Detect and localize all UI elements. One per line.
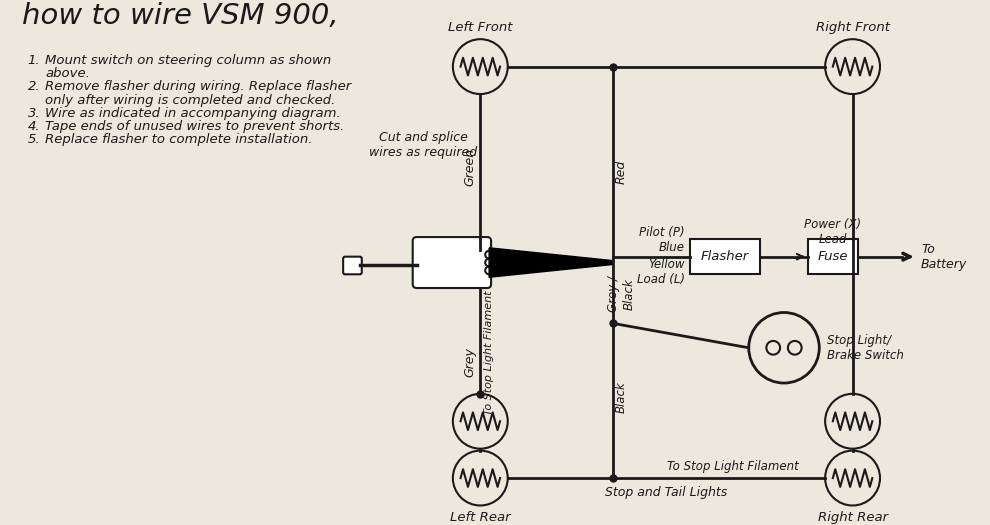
Text: Replace flasher to complete installation.: Replace flasher to complete installation… [46, 133, 313, 146]
Text: Power (X)
Lead: Power (X) Lead [805, 218, 861, 246]
Text: Right Rear: Right Rear [818, 511, 888, 524]
Text: Remove flasher during wiring. Replace flasher: Remove flasher during wiring. Replace fl… [46, 80, 351, 93]
Text: Right Front: Right Front [816, 22, 890, 34]
Bar [808, 239, 858, 274]
Text: To Stop Light Filament: To Stop Light Filament [484, 290, 494, 415]
Text: Red: Red [615, 159, 628, 184]
Text: Black: Black [615, 381, 628, 413]
Text: Left Front: Left Front [448, 22, 513, 34]
Bar [690, 239, 760, 274]
Text: To
Battery: To Battery [921, 243, 967, 271]
Text: Left Rear: Left Rear [450, 511, 511, 524]
Text: 5.: 5. [28, 133, 41, 146]
FancyBboxPatch shape [413, 237, 491, 288]
Text: how to wire VSM 900,: how to wire VSM 900, [22, 2, 339, 30]
Text: 3.: 3. [28, 107, 41, 120]
FancyBboxPatch shape [344, 257, 361, 274]
Text: Wire as indicated in accompanying diagram.: Wire as indicated in accompanying diagra… [46, 107, 342, 120]
Text: Yellow
Load (L): Yellow Load (L) [637, 258, 685, 286]
Text: Grey: Grey [463, 348, 476, 377]
Text: Fuse: Fuse [818, 250, 848, 263]
Text: Cut and splice
wires as required: Cut and splice wires as required [369, 131, 477, 159]
Text: To Stop Light Filament: To Stop Light Filament [666, 460, 799, 473]
Text: Stop Light/
Brake Switch: Stop Light/ Brake Switch [827, 334, 904, 362]
Text: 4.: 4. [28, 120, 41, 133]
Text: Green: Green [463, 148, 476, 186]
Text: Flasher: Flasher [701, 250, 749, 263]
Text: Stop and Tail Lights: Stop and Tail Lights [605, 486, 728, 499]
Text: 2.: 2. [28, 80, 41, 93]
Text: Grey /
Black: Grey / Black [608, 276, 636, 312]
Text: 1.: 1. [28, 54, 41, 67]
Text: Mount switch on steering column as shown: Mount switch on steering column as shown [46, 54, 332, 67]
Text: only after wiring is completed and checked.: only after wiring is completed and check… [46, 93, 336, 107]
Text: Tape ends of unused wires to prevent shorts.: Tape ends of unused wires to prevent sho… [46, 120, 345, 133]
Text: Pilot (P)
Blue: Pilot (P) Blue [640, 226, 685, 254]
Text: above.: above. [46, 67, 90, 80]
Polygon shape [489, 248, 613, 277]
